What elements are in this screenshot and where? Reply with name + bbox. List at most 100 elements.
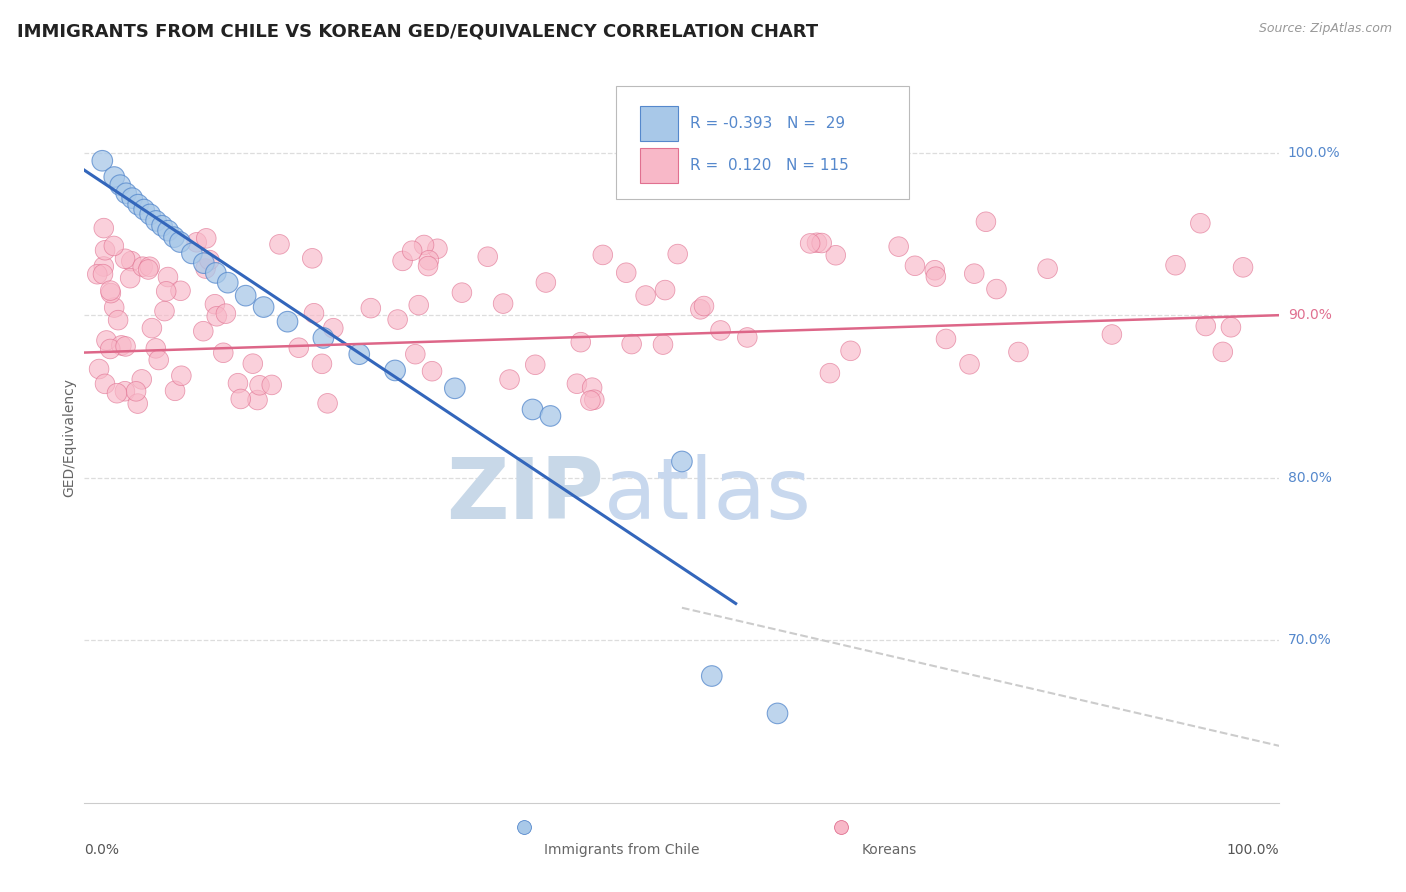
- Point: [94, 244, 117, 258]
- Point: [581, 381, 603, 395]
- Point: [524, 358, 547, 372]
- Point: [155, 285, 177, 299]
- Point: [103, 239, 125, 253]
- Point: [205, 266, 228, 280]
- Point: [935, 332, 957, 346]
- Point: [387, 312, 409, 326]
- Point: [534, 276, 557, 290]
- Point: [1219, 320, 1241, 334]
- Point: [246, 392, 269, 407]
- Point: [316, 396, 339, 410]
- Point: [391, 253, 413, 268]
- Point: [614, 266, 637, 280]
- Text: 0.0%: 0.0%: [84, 843, 120, 857]
- Point: [131, 372, 153, 386]
- Point: [1189, 216, 1212, 230]
- Point: [301, 252, 323, 266]
- Point: [169, 284, 191, 298]
- Point: [477, 250, 499, 264]
- Text: 80.0%: 80.0%: [1288, 471, 1331, 484]
- Point: [98, 342, 121, 356]
- Point: [709, 323, 731, 337]
- Point: [360, 301, 382, 315]
- Point: [522, 402, 544, 417]
- Point: [1164, 258, 1187, 272]
- Point: [311, 357, 333, 371]
- Point: [287, 341, 309, 355]
- Point: [579, 393, 602, 408]
- Point: [408, 298, 430, 312]
- Point: [700, 669, 723, 683]
- Point: [96, 334, 118, 348]
- Bar: [640, 106, 678, 141]
- Point: [105, 386, 128, 401]
- Point: [114, 384, 136, 399]
- Point: [540, 409, 562, 423]
- Point: [114, 252, 136, 266]
- Text: Source: ZipAtlas.com: Source: ZipAtlas.com: [1258, 22, 1392, 36]
- Point: [110, 338, 132, 352]
- Point: [229, 392, 252, 406]
- Point: [198, 253, 221, 268]
- Point: [93, 260, 115, 274]
- Point: [120, 254, 142, 268]
- Text: 100.0%: 100.0%: [1288, 145, 1340, 160]
- Point: [132, 202, 156, 217]
- Point: [205, 310, 228, 324]
- Point: [235, 288, 257, 302]
- Point: [170, 368, 193, 383]
- FancyBboxPatch shape: [616, 86, 910, 200]
- Point: [186, 235, 208, 250]
- Point: [163, 230, 186, 244]
- Point: [138, 260, 160, 274]
- Point: [127, 396, 149, 410]
- Point: [416, 259, 439, 273]
- Y-axis label: GED/Equivalency: GED/Equivalency: [62, 377, 76, 497]
- Point: [86, 267, 108, 281]
- Point: [592, 248, 614, 262]
- Point: [1007, 345, 1029, 359]
- Point: [634, 288, 657, 302]
- Point: [418, 253, 440, 268]
- Point: [242, 357, 264, 371]
- Point: [136, 262, 159, 277]
- Text: 100.0%: 100.0%: [1227, 843, 1279, 857]
- Text: R = -0.393   N =  29: R = -0.393 N = 29: [690, 116, 845, 131]
- Point: [87, 362, 110, 376]
- Point: [569, 335, 592, 350]
- Point: [249, 378, 271, 392]
- Point: [120, 271, 142, 285]
- Point: [904, 259, 927, 273]
- Point: [426, 242, 449, 256]
- Point: [103, 301, 125, 315]
- Point: [181, 246, 204, 260]
- Point: [103, 169, 125, 184]
- Point: [666, 247, 689, 261]
- Point: [1195, 318, 1218, 333]
- Text: Koreans: Koreans: [862, 843, 917, 857]
- Point: [114, 339, 136, 353]
- Point: [959, 357, 981, 371]
- Point: [157, 224, 180, 238]
- Point: [217, 276, 239, 290]
- Point: [91, 153, 114, 168]
- Point: [100, 286, 122, 301]
- Point: [818, 366, 841, 380]
- Point: [963, 267, 986, 281]
- Point: [413, 238, 436, 252]
- Point: [260, 377, 283, 392]
- Point: [565, 376, 588, 391]
- Point: [141, 321, 163, 335]
- Point: [277, 315, 299, 329]
- Point: [131, 260, 153, 274]
- Point: [974, 215, 997, 229]
- Point: [110, 178, 132, 193]
- Point: [451, 285, 474, 300]
- Point: [986, 282, 1008, 296]
- Point: [127, 197, 149, 211]
- Point: [924, 263, 946, 277]
- Point: [404, 347, 426, 361]
- Text: IMMIGRANTS FROM CHILE VS KOREAN GED/EQUIVALENCY CORRELATION CHART: IMMIGRANTS FROM CHILE VS KOREAN GED/EQUI…: [17, 22, 818, 40]
- Point: [312, 331, 335, 345]
- Point: [145, 214, 167, 228]
